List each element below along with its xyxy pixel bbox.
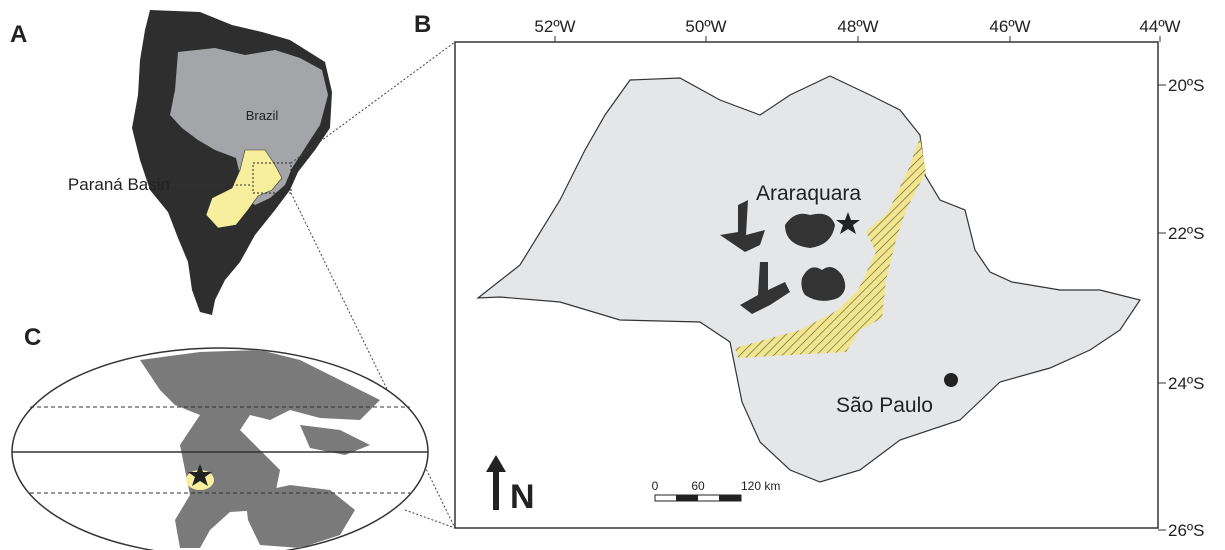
scale-segment <box>676 495 698 501</box>
longitude-label: 44ºW <box>1139 17 1180 36</box>
longitude-label: 46ºW <box>989 17 1030 36</box>
sao-paulo-map: Araraquara São Paulo N 0 60 120 km <box>455 42 1158 528</box>
scale-label: 0 <box>652 479 659 493</box>
footprint <box>801 267 845 301</box>
scale-segment <box>719 495 741 501</box>
connector <box>405 510 455 528</box>
city-dot <box>944 373 958 387</box>
longitude-label: 48ºW <box>837 17 878 36</box>
latitude-label: 20ºS <box>1168 76 1204 95</box>
scale-bar <box>655 495 741 501</box>
north-label: N <box>510 478 535 516</box>
longitude-label: 50ºW <box>685 17 726 36</box>
latitude-label: 26ºS <box>1168 521 1204 540</box>
scale-label: 120 km <box>741 479 780 493</box>
panel-label: C <box>24 324 41 351</box>
place-label: São Paulo <box>836 394 933 417</box>
panel-label: A <box>10 21 27 48</box>
place-label: Araraquara <box>756 182 861 205</box>
scale-label: 60 <box>691 479 705 493</box>
latitude-label: 22ºS <box>1168 224 1204 243</box>
longitude-label: 52ºW <box>534 17 575 36</box>
country-label: Brazil <box>246 108 279 123</box>
basin-label: Paraná Basin <box>68 175 170 194</box>
latitude-label: 24ºS <box>1168 374 1204 393</box>
panel-label: B <box>414 11 431 38</box>
paleogeographic-globe <box>12 348 428 550</box>
figure: A B C Brazil Paraná Basin <box>0 0 1225 550</box>
